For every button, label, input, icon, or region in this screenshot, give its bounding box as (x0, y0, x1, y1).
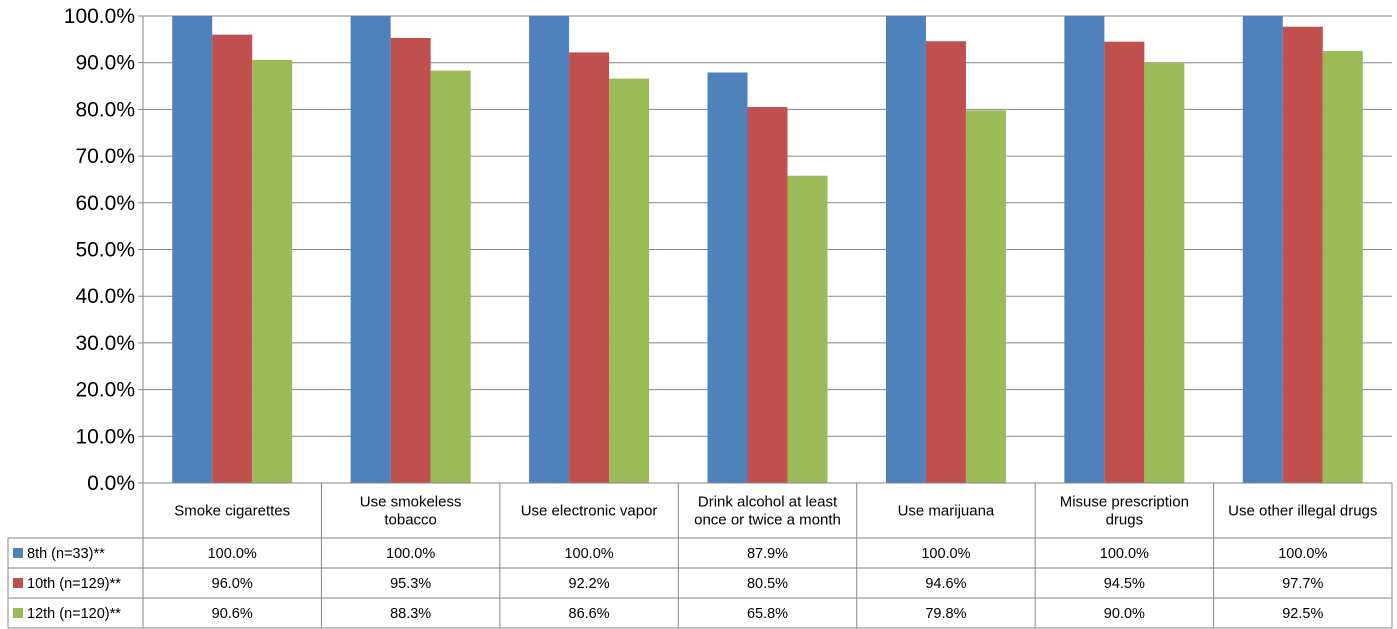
bar (1322, 51, 1363, 484)
series-label: 8th (n=33)** (27, 546, 105, 562)
data-value: 65.8% (747, 606, 788, 622)
y-tick-label: 20.0% (75, 379, 135, 402)
bar (1064, 16, 1105, 483)
data-value: 97.7% (1282, 576, 1323, 592)
legend-key (13, 548, 23, 558)
bar (350, 16, 391, 483)
data-value: 94.5% (1104, 576, 1145, 592)
y-tick-label: 40.0% (75, 285, 135, 308)
category-label: Use electronic vapor (521, 503, 658, 520)
data-value: 100.0% (921, 546, 970, 562)
category-label: Use marijuana (898, 503, 995, 520)
data-value: 92.5% (1282, 606, 1323, 622)
y-tick-label: 60.0% (75, 192, 135, 215)
y-tick-label: 30.0% (75, 332, 135, 355)
data-value: 95.3% (390, 576, 431, 592)
y-tick-label: 10.0% (75, 425, 135, 448)
data-value: 100.0% (208, 546, 257, 562)
data-value: 100.0% (564, 546, 613, 562)
category-label: Smoke cigarettes (174, 503, 290, 520)
data-value: 86.6% (569, 606, 610, 622)
bar (252, 59, 293, 483)
bar (1282, 26, 1323, 484)
bar (787, 175, 828, 484)
y-tick-label: 90.0% (75, 52, 135, 75)
series-label: 12th (n=120)** (27, 606, 121, 622)
data-value: 92.2% (569, 576, 610, 592)
category-label: Use smokeless (360, 494, 462, 511)
bar (885, 16, 926, 483)
y-tick-label: 0.0% (87, 472, 135, 495)
bar (172, 16, 213, 483)
data-value: 96.0% (212, 576, 253, 592)
category-label: tobacco (384, 512, 437, 529)
data-value: 100.0% (1278, 546, 1327, 562)
bar (609, 78, 650, 483)
data-value: 88.3% (390, 606, 431, 622)
data-value: 94.6% (925, 576, 966, 592)
category-label: Misuse prescription (1060, 494, 1189, 511)
data-value: 87.9% (747, 546, 788, 562)
bar (1144, 62, 1185, 483)
category-label: Drink alcohol at least (698, 494, 838, 511)
bar (390, 37, 431, 483)
legend-key (13, 578, 23, 588)
data-value: 80.5% (747, 576, 788, 592)
y-tick-label: 80.0% (75, 98, 135, 121)
category-label: once or twice a month (694, 512, 841, 529)
bar (707, 72, 748, 483)
bar (212, 34, 253, 484)
data-value: 100.0% (1100, 546, 1149, 562)
bar (569, 52, 610, 484)
data-value: 100.0% (386, 546, 435, 562)
y-tick-label: 100.0% (64, 5, 135, 28)
bar (1104, 41, 1145, 484)
bar (430, 70, 471, 483)
bar (925, 41, 966, 484)
data-value: 90.6% (212, 606, 253, 622)
bar (1242, 16, 1283, 483)
legend-key (13, 608, 23, 618)
bar (529, 16, 570, 483)
y-tick-label: 70.0% (75, 145, 135, 168)
data-value: 79.8% (925, 606, 966, 622)
bar (965, 110, 1006, 484)
y-tick-label: 50.0% (75, 239, 135, 262)
bar (747, 107, 788, 483)
data-value: 90.0% (1104, 606, 1145, 622)
category-label: drugs (1106, 512, 1144, 529)
category-label: Use other illegal drugs (1228, 503, 1377, 520)
series-label: 10th (n=129)** (27, 576, 121, 592)
